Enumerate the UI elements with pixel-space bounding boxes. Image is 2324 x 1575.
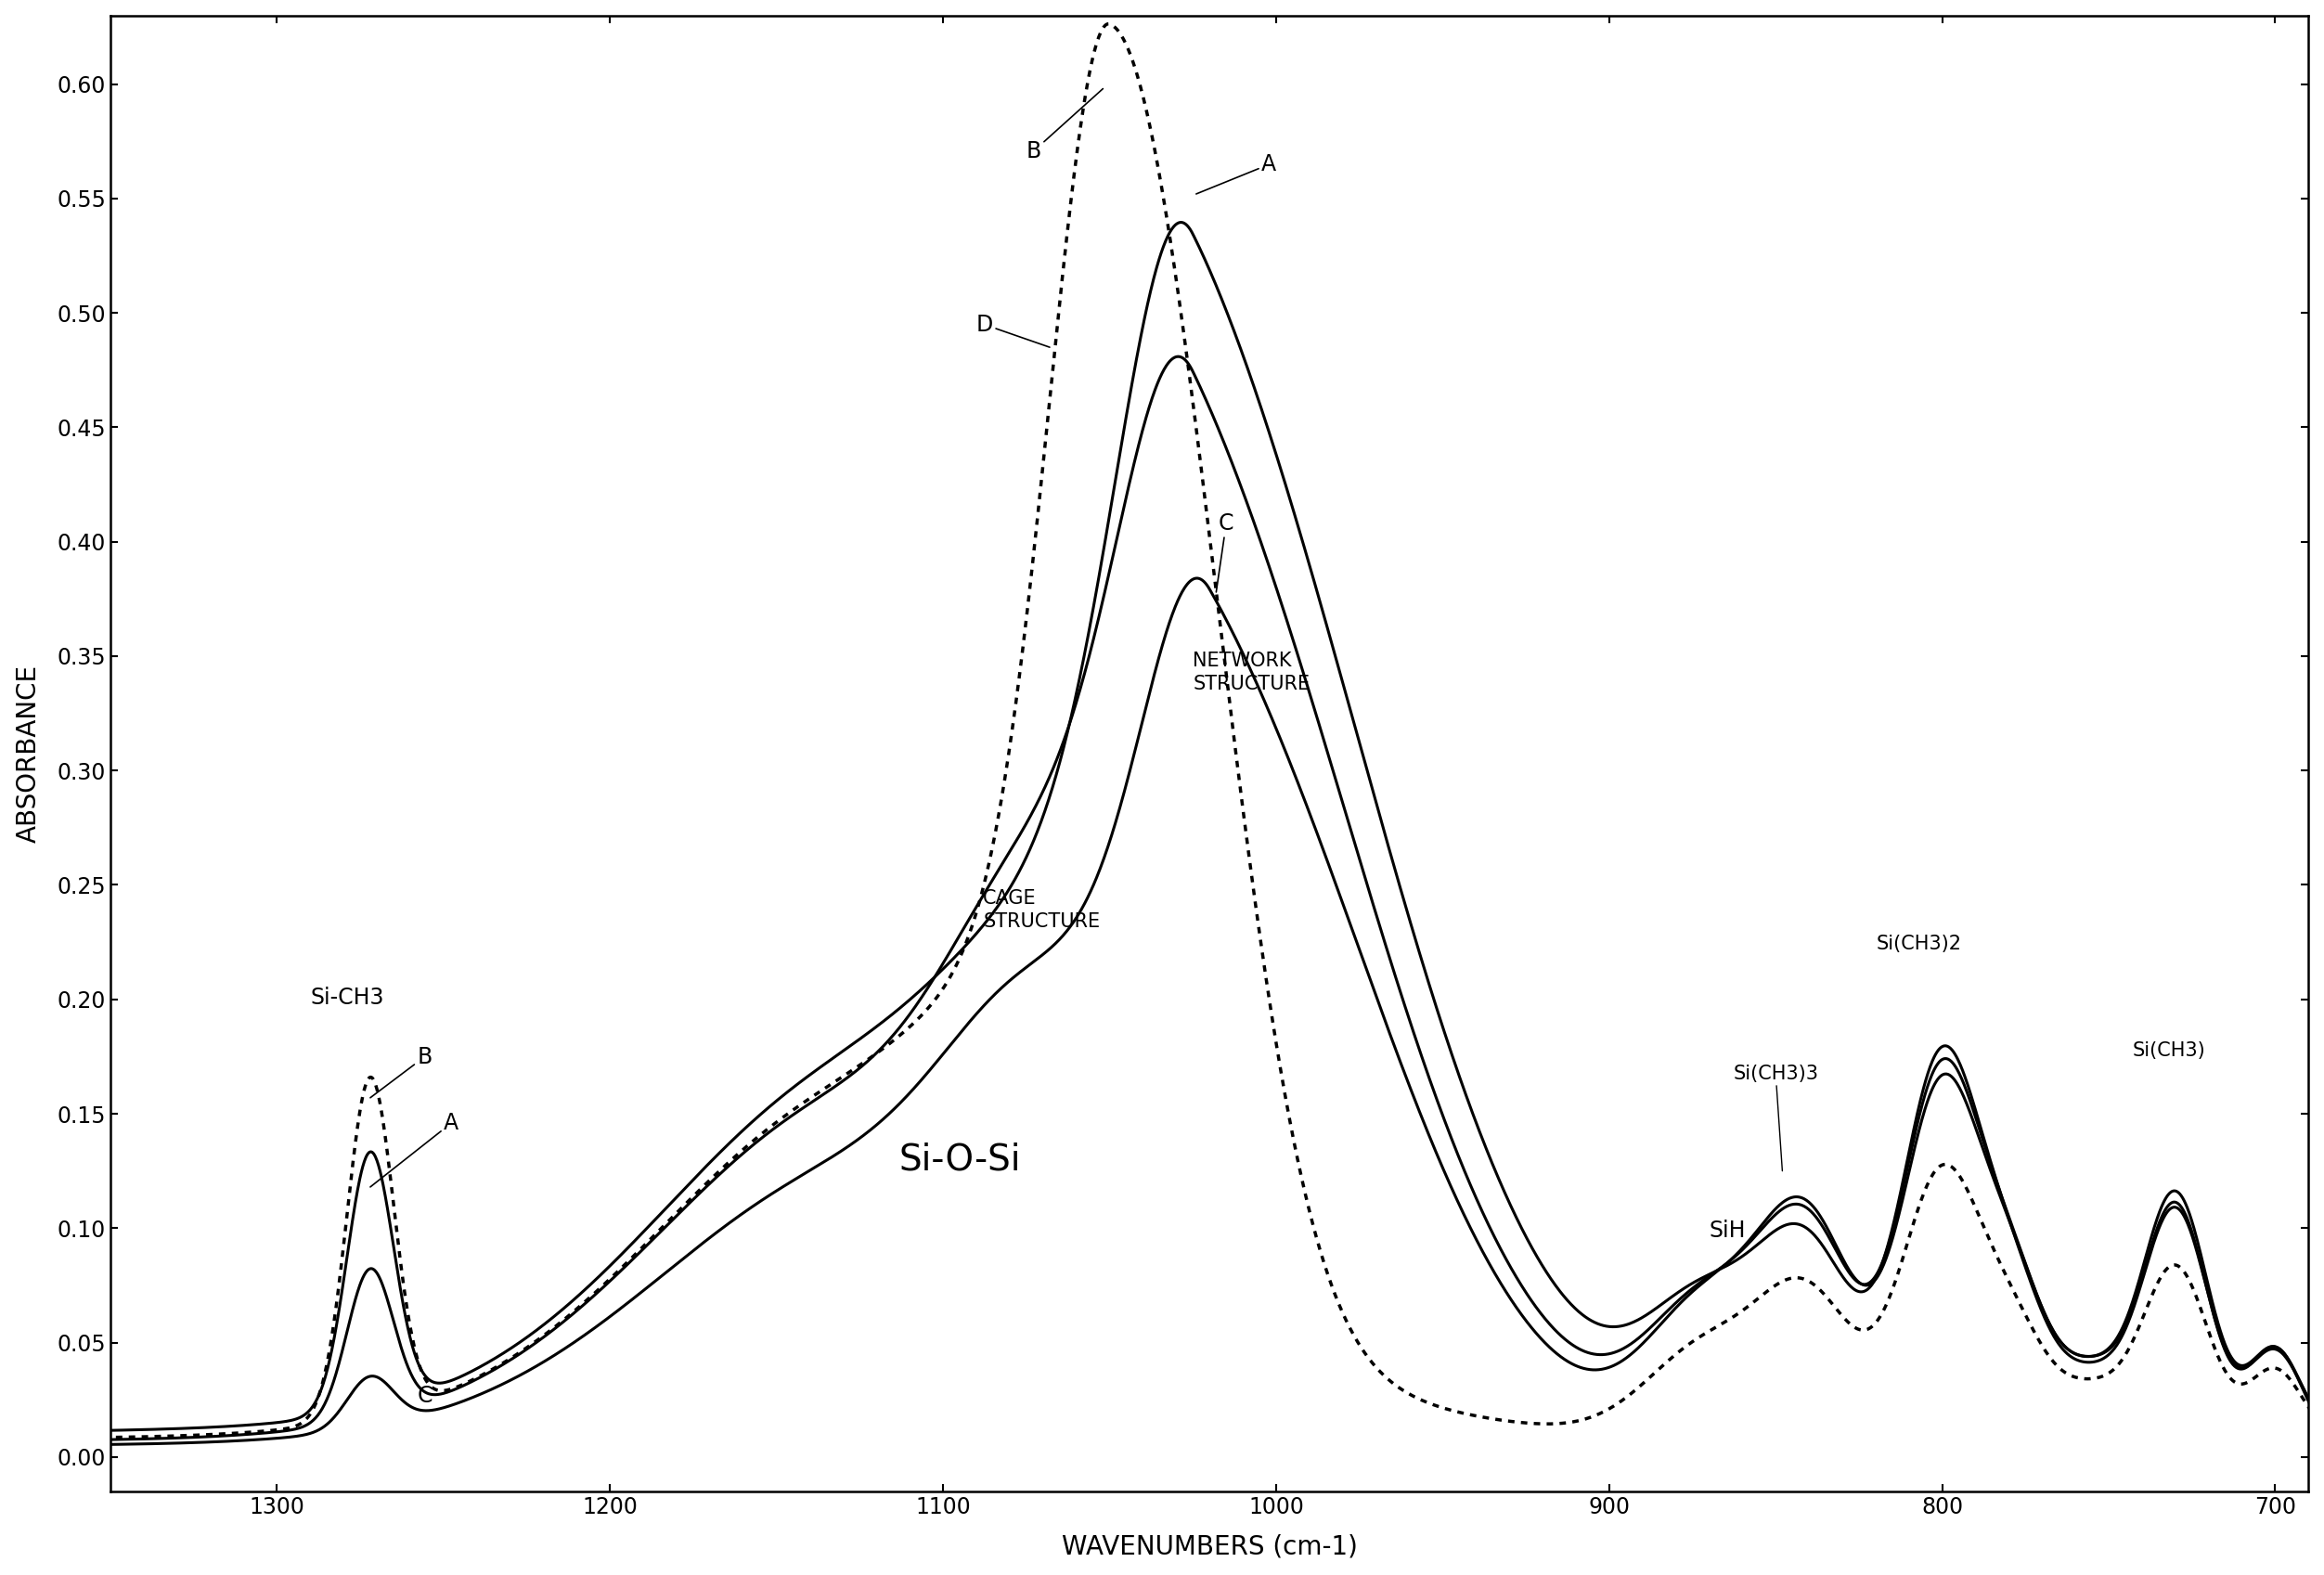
Text: B: B	[1027, 88, 1104, 162]
Text: B: B	[370, 1046, 432, 1098]
Text: C: C	[416, 1384, 432, 1406]
Text: D: D	[976, 313, 1050, 346]
Text: A: A	[1197, 153, 1276, 194]
Text: NETWORK
STRUCTURE: NETWORK STRUCTURE	[1192, 652, 1311, 693]
Text: Si-O-Si: Si-O-Si	[899, 1142, 1020, 1177]
Text: Si(CH3)3: Si(CH3)3	[1734, 1065, 1817, 1170]
Text: Si-CH3: Si-CH3	[311, 986, 383, 1008]
Text: C: C	[1215, 512, 1234, 592]
Text: SiH: SiH	[1708, 1219, 1745, 1243]
Text: Si(CH3)2: Si(CH3)2	[1875, 934, 1961, 953]
Text: Si(CH3): Si(CH3)	[2131, 1041, 2205, 1060]
Text: A: A	[370, 1112, 458, 1188]
X-axis label: WAVENUMBERS (cm-1): WAVENUMBERS (cm-1)	[1062, 1534, 1357, 1559]
Text: CAGE
STRUCTURE: CAGE STRUCTURE	[983, 890, 1099, 931]
Y-axis label: ABSORBANCE: ABSORBANCE	[16, 665, 42, 843]
